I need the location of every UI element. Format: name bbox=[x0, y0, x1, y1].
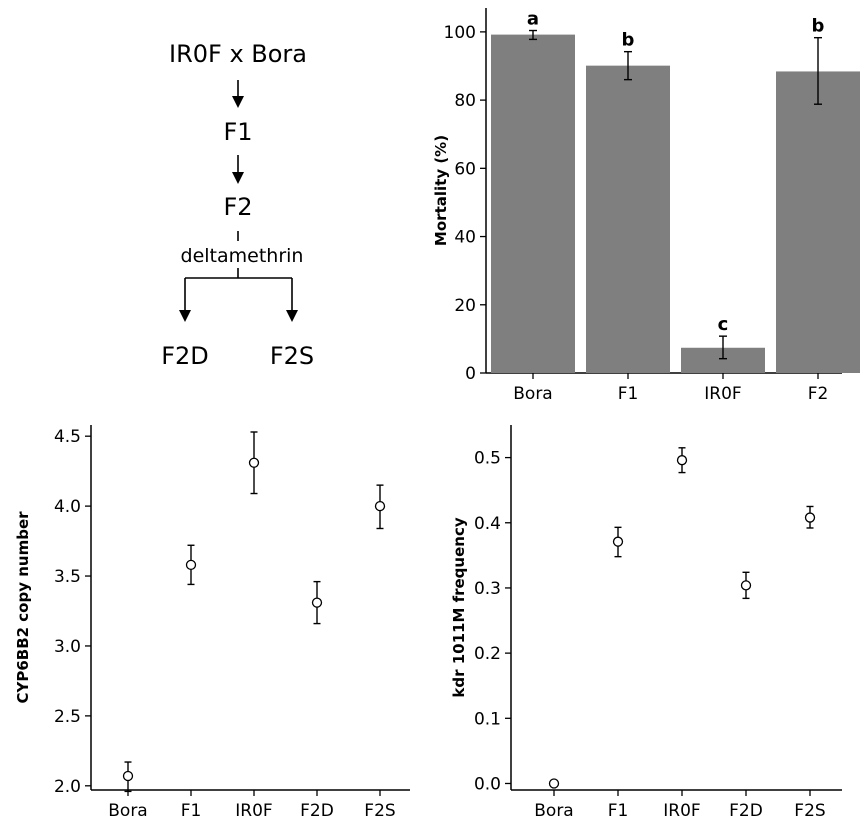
arrowhead-f1-to-f2 bbox=[232, 172, 244, 184]
y-axis-title: CYP6BB2 copy number bbox=[14, 511, 32, 704]
y-tick-label: 0.4 bbox=[474, 514, 501, 534]
data-point bbox=[185, 559, 197, 570]
y-tick-label: 4.5 bbox=[54, 427, 81, 447]
y-tick-label: 3.0 bbox=[54, 637, 81, 657]
crossing-scheme: IR0F x Bora F1 F2 deltamethrin F2D F2S bbox=[161, 40, 314, 370]
bar bbox=[586, 65, 670, 373]
y-tick-label: 4.0 bbox=[54, 497, 81, 517]
y-axis-title: Mortality (%) bbox=[432, 135, 450, 246]
data-point bbox=[374, 500, 386, 512]
x-tick-label: IR0F bbox=[704, 384, 741, 404]
data-point bbox=[122, 770, 134, 782]
data-point bbox=[248, 457, 260, 468]
x-tick-label: Bora bbox=[108, 801, 147, 821]
scheme-treatment-label: deltamethrin bbox=[181, 245, 304, 267]
significance-label: b bbox=[812, 16, 825, 37]
mortality-bar-chart: 0 20 40 60 80 100 Mortality (%) Bora a F1 b IR0F c F2… bbox=[432, 8, 860, 404]
scheme-right-branch-label: F2S bbox=[270, 342, 314, 370]
cyp6bb2-copy-number-chart: 2.0 2.5 3.0 3.5 4.0 4.5 CYP6BB2 copy number Bor… bbox=[14, 425, 410, 821]
arrowhead-right bbox=[286, 310, 298, 322]
y-tick-label: 100 bbox=[444, 23, 476, 43]
y-tick-label: 0 bbox=[465, 364, 476, 384]
data-point bbox=[311, 597, 323, 608]
x-tick-label: F2D bbox=[729, 801, 763, 821]
x-tick-label: Bora bbox=[534, 801, 573, 821]
data-point bbox=[548, 778, 560, 789]
data-point bbox=[676, 455, 688, 466]
arrowhead-cross-to-f1 bbox=[232, 96, 244, 108]
x-tick-label: F1 bbox=[618, 384, 639, 404]
bar bbox=[491, 34, 575, 373]
y-tick-label: 0.3 bbox=[474, 579, 501, 599]
scheme-f2-label: F2 bbox=[223, 193, 252, 221]
y-tick-label: 0.2 bbox=[474, 644, 501, 664]
scheme-f1-label: F1 bbox=[223, 118, 252, 146]
x-tick-label: F2S bbox=[794, 801, 825, 821]
y-tick-label: 2.0 bbox=[54, 777, 81, 797]
y-tick-label: 40 bbox=[454, 228, 476, 248]
y-tick-label: 0.5 bbox=[474, 449, 501, 469]
y-tick-label: 60 bbox=[454, 159, 476, 179]
bar bbox=[776, 71, 860, 373]
x-tick-label: IR0F bbox=[663, 801, 700, 821]
y-tick-label: 3.5 bbox=[54, 567, 81, 587]
arrowhead-left bbox=[179, 310, 191, 322]
y-tick-label: 80 bbox=[454, 91, 476, 111]
kdr-frequency-chart: 0.0 0.1 0.2 0.3 0.4 0.5 kdr 1011M frequency Bor… bbox=[450, 425, 842, 821]
scheme-cross-label: IR0F x Bora bbox=[169, 40, 307, 68]
x-tick-label: F2S bbox=[364, 801, 395, 821]
y-axis-title: kdr 1011M frequency bbox=[450, 517, 468, 697]
y-tick-label: 2.5 bbox=[54, 707, 81, 727]
scheme-left-branch-label: F2D bbox=[161, 342, 209, 370]
y-tick-label: 20 bbox=[454, 296, 476, 316]
data-point bbox=[612, 536, 624, 547]
x-tick-label: F1 bbox=[181, 801, 202, 821]
x-tick-label: F1 bbox=[608, 801, 629, 821]
x-tick-label: F2D bbox=[300, 801, 334, 821]
x-tick-label: F2 bbox=[808, 384, 829, 404]
significance-label: c bbox=[718, 314, 729, 335]
data-point bbox=[740, 580, 752, 591]
significance-label: a bbox=[527, 9, 539, 30]
significance-label: b bbox=[622, 30, 635, 51]
y-tick-label: 0.0 bbox=[474, 774, 501, 794]
x-tick-label: Bora bbox=[513, 384, 552, 404]
x-tick-label: IR0F bbox=[235, 801, 272, 821]
data-point bbox=[804, 512, 816, 523]
y-tick-label: 0.1 bbox=[474, 709, 501, 729]
